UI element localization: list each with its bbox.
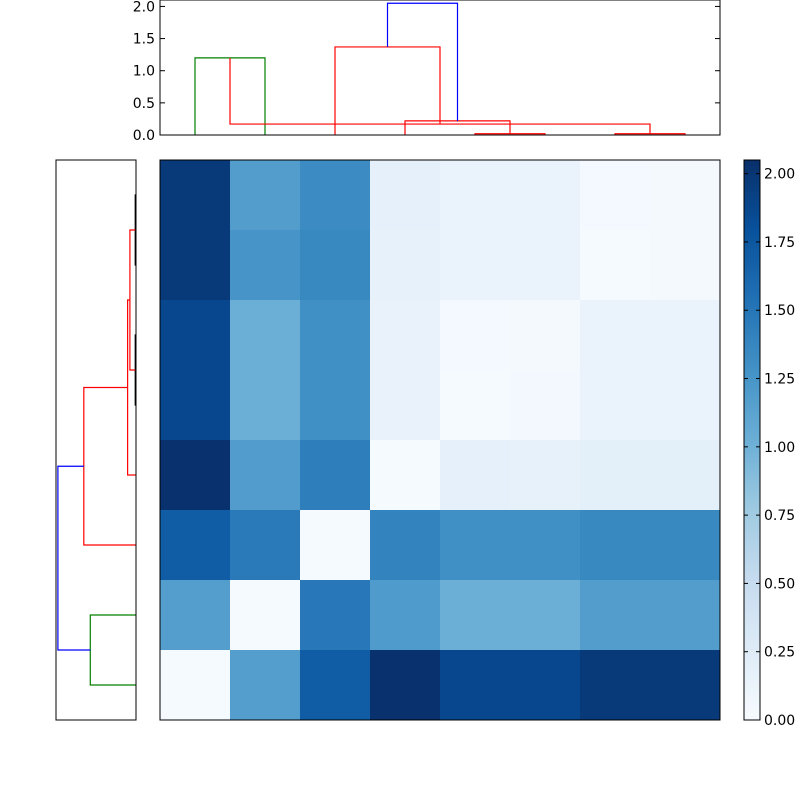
heatmap-cell-r2-c0	[160, 300, 231, 371]
heatmap-cell-r7-c3	[370, 650, 441, 721]
heatmap-cell-r1-c5	[510, 230, 581, 301]
heatmap-cell-r3-c0	[160, 370, 231, 441]
heatmap-cell-r1-c7	[650, 230, 721, 301]
heatmap-cell-r1-c3	[370, 230, 441, 301]
heatmap-cell-r6-c3	[370, 580, 441, 651]
heatmap-cell-r7-c2	[300, 650, 371, 721]
colorbar-tick-label-5: 1.25	[764, 372, 795, 388]
left-dendrogram-frame	[55, 159, 137, 721]
heatmap-cell-r5-c2	[300, 510, 371, 581]
colorbar-axis: 0.00 0.25 0.50 0.75 1.00 1.25 1.50 1.75 2.00	[744, 167, 795, 729]
heatmap-cell-r3-c2	[300, 370, 371, 441]
colorbar-tick-label-3: 0.75	[764, 508, 795, 524]
heatmap-cell-r3-c3	[370, 370, 441, 441]
heatmap-cell-r2-c7	[650, 300, 721, 371]
heatmap-frame	[159, 159, 721, 721]
heatmap-cell-r6-c2	[300, 580, 371, 651]
heatmap-cell-r3-c4	[440, 370, 511, 441]
colorbar-tick-label-7: 1.75	[764, 235, 795, 251]
heatmap-cell-r6-c1	[230, 580, 301, 651]
heatmap-cell-r0-c2	[300, 160, 371, 231]
heatmap-cell-r6-c4	[440, 580, 511, 651]
top-ytick-label-3: 1.5	[133, 32, 155, 48]
top-dendrogram-link-4	[404, 120, 511, 135]
heatmap-cell-r1-c0	[160, 230, 231, 301]
heatmap-cell-r1-c2	[300, 230, 371, 301]
left-dendrogram	[57, 194, 136, 686]
heatmap-cell-r7-c1	[230, 650, 301, 721]
top-ytick-label-4: 2.0	[133, 0, 155, 15]
heatmap-cell-r2-c1	[230, 300, 301, 371]
colorbar-tick-label-2: 0.50	[764, 576, 795, 592]
heatmap-cell-r7-c0	[160, 650, 231, 721]
heatmap-cell-r2-c6	[580, 300, 651, 371]
colorbar-tick-label-6: 1.50	[764, 303, 795, 319]
heatmap-cell-r0-c0	[160, 160, 231, 231]
heatmap-cell-r0-c3	[370, 160, 441, 231]
heatmap-cell-r6-c5	[510, 580, 581, 651]
heatmap-cell-r0-c7	[650, 160, 721, 231]
heatmap-cell-r7-c7	[650, 650, 721, 721]
heatmap-cell-r4-c7	[650, 440, 721, 511]
heatmap-cell-r1-c6	[580, 230, 651, 301]
heatmap-cell-r4-c1	[230, 440, 301, 511]
top-dendrogram-link-5	[334, 46, 441, 135]
heatmap-cell-r5-c7	[650, 510, 721, 581]
heatmap-cell-r0-c1	[230, 160, 301, 231]
colorbar-tick-label-1: 0.25	[764, 645, 795, 661]
top-ytick-label-0: 0.0	[133, 128, 155, 144]
top-dendrogram-link-6	[386, 2, 459, 121]
heatmap-cell-r1-c1	[230, 230, 301, 301]
heatmap-cell-r5-c0	[160, 510, 231, 581]
heatmap-cell-r5-c6	[580, 510, 651, 581]
heatmap-cell-r4-c6	[580, 440, 651, 511]
heatmap-cell-r7-c4	[440, 650, 511, 721]
top-ytick-label-1: 0.5	[133, 96, 155, 112]
top-ytick-label-2: 1.0	[133, 64, 155, 80]
heatmap-cell-r6-c7	[650, 580, 721, 651]
heatmap-cell-r3-c6	[580, 370, 651, 441]
heatmap-cell-r2-c3	[370, 300, 441, 371]
heatmap-cell-r6-c0	[160, 580, 231, 651]
top-dendrogram-y-axis: 0.0 0.5 1.0 1.5 2.0	[133, 0, 720, 144]
heatmap-cell-r0-c5	[510, 160, 581, 231]
heatmap-cell-r4-c2	[300, 440, 371, 511]
colorbar-tick-label-0: 0.00	[764, 713, 795, 729]
heatmap-cell-r5-c1	[230, 510, 301, 581]
colorbar-tick-label-8: 2.00	[764, 167, 795, 183]
heatmap-cell-r7-c6	[580, 650, 651, 721]
heatmap-cell-r4-c5	[510, 440, 581, 511]
heatmap-cell-r2-c5	[510, 300, 581, 371]
heatmap-cell-r6-c6	[580, 580, 651, 651]
heatmap-cell-r4-c3	[370, 440, 441, 511]
heatmap-cell-r4-c0	[160, 440, 231, 511]
heatmap-cell-r0-c4	[440, 160, 511, 231]
left-dendrogram-link-5	[89, 614, 136, 686]
heatmap-cell-r1-c4	[440, 230, 511, 301]
heatmap-cell-r0-c6	[580, 160, 651, 231]
heatmap-cell-r5-c4	[440, 510, 511, 581]
heatmap-cell-r5-c5	[510, 510, 581, 581]
heatmap-cell-r4-c4	[440, 440, 511, 511]
heatmap-cell-r7-c5	[510, 650, 581, 721]
left-dendrogram-link-6	[57, 465, 91, 651]
heatmap-matrix	[160, 160, 721, 721]
colorbar	[743, 159, 761, 721]
left-dendrogram-link-2	[129, 229, 136, 371]
heatmap-cell-r5-c3	[370, 510, 441, 581]
heatmap-cell-r3-c5	[510, 370, 581, 441]
heatmap-cell-r3-c1	[230, 370, 301, 441]
heatmap-cell-r3-c7	[650, 370, 721, 441]
colorbar-tick-label-4: 1.00	[764, 440, 795, 456]
top-dendrogram-link-0	[194, 57, 266, 135]
heatmap-cell-r2-c4	[440, 300, 511, 371]
heatmap-cell-r2-c2	[300, 300, 371, 371]
top-dendrogram	[194, 2, 686, 135]
top-dendrogram-frame	[159, 0, 721, 136]
